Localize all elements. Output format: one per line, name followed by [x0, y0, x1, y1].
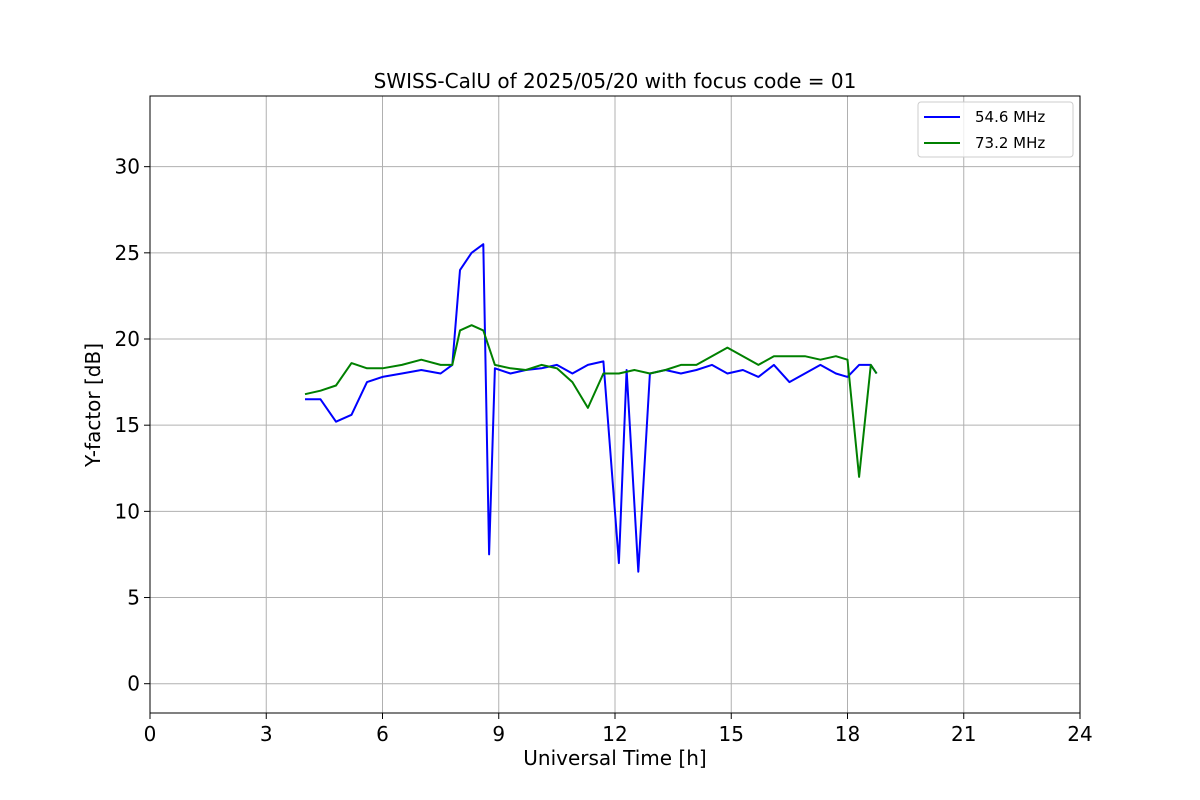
y-tick-label: 25	[115, 241, 140, 265]
legend-label-54-6-mhz: 54.6 MHz	[975, 108, 1045, 126]
y-tick-label: 20	[115, 327, 140, 351]
x-tick-label: 15	[719, 722, 744, 746]
x-tick-label: 9	[492, 722, 505, 746]
axis-ticks: 0 3 6 9 12 15 18 21 24 0 5 10 15 20 25 30	[115, 155, 1093, 746]
x-tick-label: 21	[951, 722, 976, 746]
x-axis-title: Universal Time [h]	[523, 746, 706, 770]
y-tick-label: 30	[115, 155, 140, 179]
y-tick-label: 15	[115, 413, 140, 437]
legend: 54.6 MHz 73.2 MHz	[917, 101, 1074, 158]
x-tick-label: 12	[602, 722, 627, 746]
y-axis-title: Y-factor [dB]	[81, 343, 105, 468]
series-line-73-2-mhz	[304, 324, 878, 478]
x-tick-label: 24	[1067, 722, 1092, 746]
x-tick-label: 6	[376, 722, 389, 746]
x-tick-label: 18	[835, 722, 860, 746]
legend-label-73-2-mhz: 73.2 MHz	[975, 134, 1045, 152]
series-layer	[304, 243, 878, 573]
x-tick-label: 0	[144, 722, 157, 746]
x-tick-label: 3	[260, 722, 273, 746]
chart-title: SWISS-CalU of 2025/05/20 with focus code…	[374, 69, 857, 93]
y-tick-label: 10	[115, 499, 140, 523]
y-tick-label: 5	[127, 586, 140, 610]
series-line-54-6-mhz	[305, 243, 878, 573]
y-tick-label: 0	[127, 672, 140, 696]
